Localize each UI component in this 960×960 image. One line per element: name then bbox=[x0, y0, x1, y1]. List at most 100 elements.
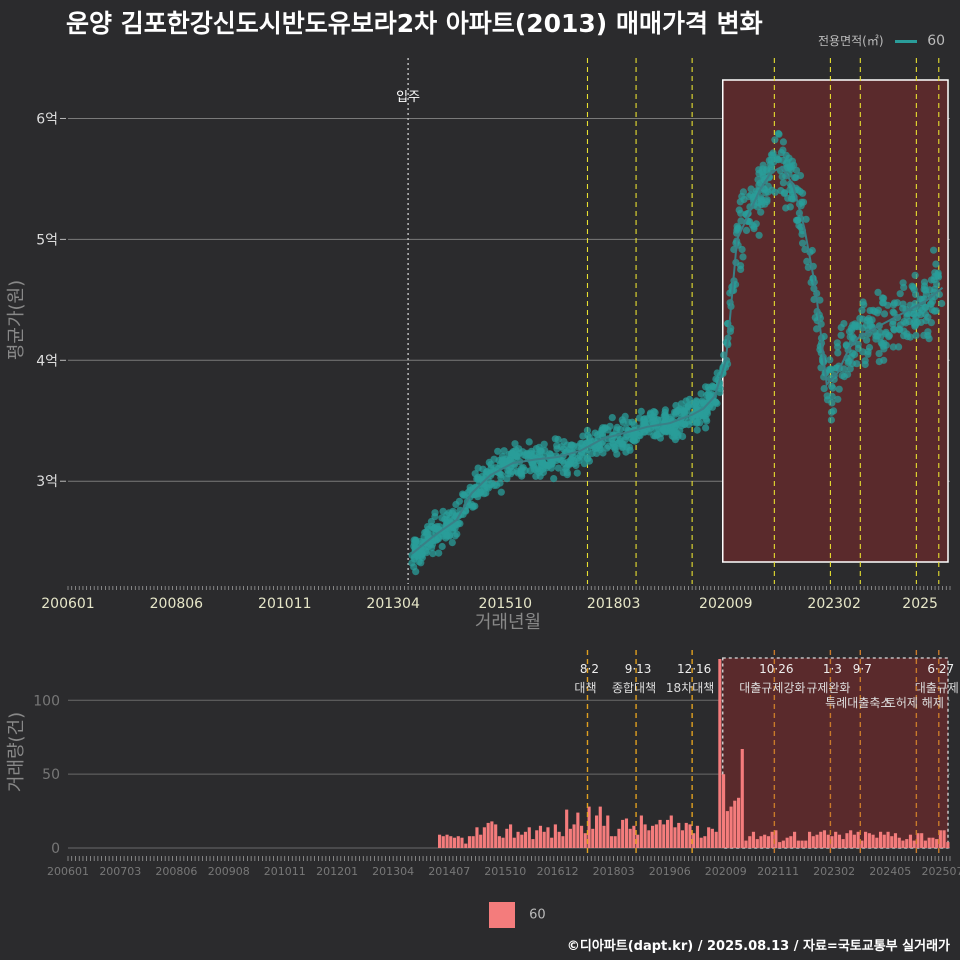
data-point bbox=[769, 149, 777, 157]
volume-bar bbox=[763, 834, 767, 848]
data-point bbox=[930, 246, 938, 254]
data-point bbox=[616, 425, 625, 433]
data-point bbox=[828, 382, 836, 390]
data-point bbox=[635, 414, 644, 422]
volume-bar bbox=[695, 825, 700, 848]
data-point bbox=[820, 385, 828, 393]
volume-bar bbox=[692, 833, 696, 848]
data-point bbox=[873, 309, 882, 317]
volume-bar bbox=[449, 836, 453, 848]
x-tick-label-bottom: 200601 bbox=[47, 865, 89, 878]
data-point bbox=[410, 553, 419, 561]
policy-text-label: 18차대책 bbox=[666, 680, 714, 695]
volume-bar bbox=[837, 834, 842, 848]
data-point bbox=[784, 194, 792, 202]
data-point bbox=[702, 424, 710, 432]
data-point bbox=[837, 331, 845, 339]
data-point bbox=[826, 356, 834, 364]
data-point bbox=[755, 166, 763, 174]
data-point bbox=[880, 356, 888, 364]
highlight-box-bottom bbox=[722, 657, 949, 849]
data-point bbox=[624, 418, 633, 426]
volume-bar bbox=[561, 836, 565, 848]
volume-bar bbox=[830, 836, 834, 848]
data-point bbox=[930, 276, 938, 284]
policy-date-label: 1·3 bbox=[823, 662, 842, 676]
data-point bbox=[497, 488, 505, 496]
y-tick-label-bottom: 100 bbox=[33, 693, 60, 709]
legend-volume: 60 bbox=[489, 902, 546, 928]
data-point bbox=[889, 343, 897, 351]
x-tick-label-bottom: 200806 bbox=[155, 865, 197, 878]
data-point bbox=[661, 408, 669, 417]
data-point bbox=[569, 453, 577, 461]
data-point bbox=[626, 446, 634, 454]
volume-bar bbox=[580, 825, 584, 848]
data-point bbox=[566, 460, 574, 468]
policy-date-label: 6·27 bbox=[927, 662, 954, 676]
x-tick-label-bottom: 201906 bbox=[649, 865, 691, 878]
volume-bar bbox=[576, 812, 580, 848]
volume-bar bbox=[662, 824, 666, 848]
data-point bbox=[558, 457, 567, 465]
policy-date-label: 9·7 bbox=[853, 662, 872, 676]
volume-bar bbox=[673, 827, 677, 848]
data-point bbox=[847, 324, 855, 332]
x-tick-label-bottom: 201407 bbox=[428, 865, 470, 878]
data-point bbox=[443, 531, 451, 539]
volume-bar bbox=[729, 806, 733, 848]
data-point bbox=[497, 473, 505, 482]
data-point bbox=[511, 440, 519, 448]
data-point bbox=[453, 530, 461, 538]
x-tick-label: 202009 bbox=[699, 596, 752, 612]
data-point bbox=[912, 331, 920, 340]
data-point bbox=[432, 536, 441, 544]
data-point bbox=[619, 418, 627, 426]
data-point bbox=[938, 299, 946, 308]
data-point bbox=[890, 325, 898, 333]
data-point bbox=[640, 428, 648, 436]
x-tick-label: 200806 bbox=[150, 596, 204, 612]
x-tick-label: 200601 bbox=[41, 596, 94, 612]
legend-title: 전용면적(㎡) bbox=[818, 34, 884, 48]
x-axis-bottom: 200601 200703 200806 200908 201011 201201 2013… bbox=[47, 856, 960, 878]
volume-bar bbox=[770, 831, 774, 848]
data-point bbox=[908, 282, 916, 290]
volume-bar bbox=[669, 815, 673, 848]
data-point bbox=[742, 226, 751, 234]
x-axis-title: 거래년월 bbox=[475, 612, 541, 633]
data-point bbox=[773, 154, 781, 162]
data-point bbox=[920, 285, 928, 293]
trend-line bbox=[411, 165, 944, 555]
volume-bar bbox=[482, 827, 486, 848]
data-point bbox=[838, 371, 846, 380]
volume-bar bbox=[901, 840, 905, 848]
volume-bar bbox=[505, 828, 509, 848]
volume-bar bbox=[636, 834, 640, 848]
volume-bar bbox=[512, 837, 516, 848]
data-point bbox=[826, 375, 835, 383]
data-point bbox=[485, 458, 493, 466]
data-point bbox=[747, 191, 755, 199]
data-point bbox=[645, 428, 653, 436]
data-point bbox=[876, 333, 885, 341]
data-point bbox=[866, 307, 874, 315]
x-tick-label-bottom: 200908 bbox=[208, 865, 250, 878]
data-point bbox=[827, 366, 836, 374]
data-point bbox=[461, 491, 469, 499]
data-point bbox=[755, 231, 763, 239]
data-point bbox=[630, 421, 638, 429]
data-point bbox=[649, 416, 657, 424]
volume-bar bbox=[475, 827, 479, 848]
data-point bbox=[803, 257, 811, 265]
volume-bar bbox=[651, 825, 655, 848]
data-point bbox=[830, 407, 838, 415]
data-point bbox=[681, 420, 689, 429]
data-point bbox=[909, 310, 918, 318]
volume-bar bbox=[684, 822, 688, 848]
data-point bbox=[791, 174, 799, 182]
volume-bar bbox=[606, 815, 610, 848]
data-point bbox=[712, 398, 720, 406]
data-point bbox=[584, 431, 592, 439]
data-point bbox=[799, 239, 807, 247]
